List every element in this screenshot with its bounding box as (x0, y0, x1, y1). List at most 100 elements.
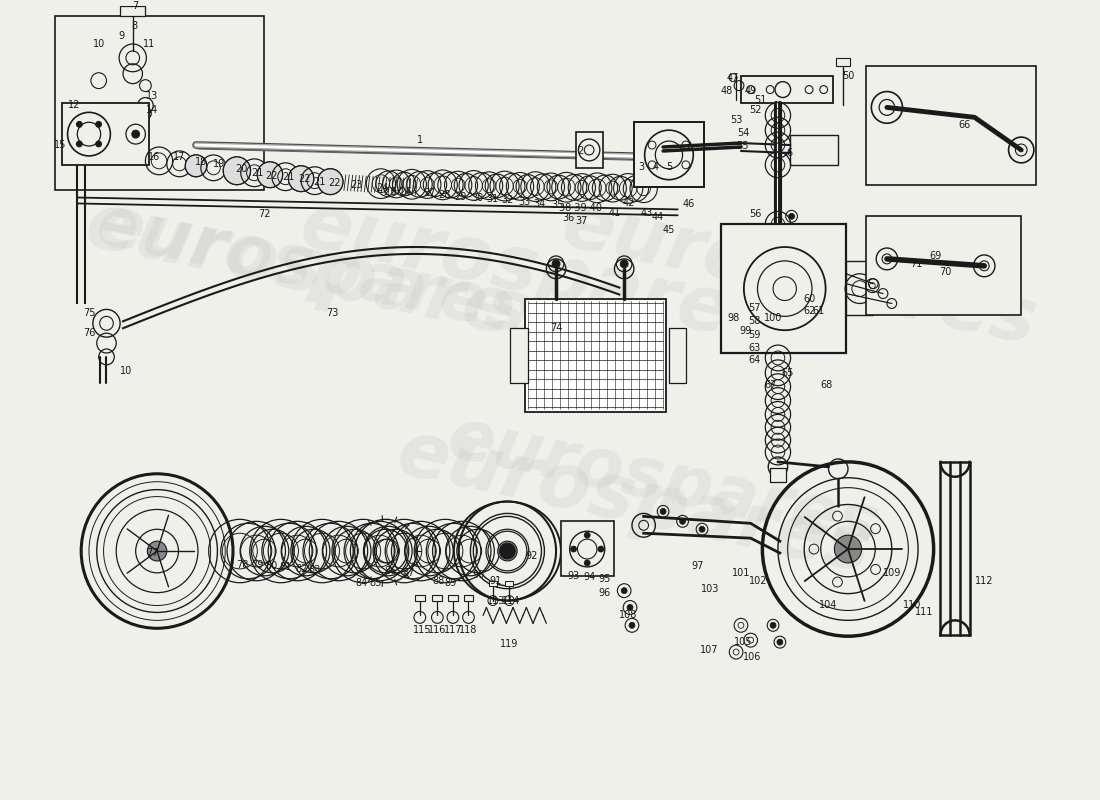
Text: 55: 55 (737, 141, 749, 151)
Text: 117: 117 (443, 626, 462, 635)
Text: 109: 109 (882, 568, 901, 578)
Text: 44: 44 (651, 212, 663, 222)
Text: 119: 119 (500, 639, 518, 649)
Circle shape (185, 155, 207, 177)
Text: 92: 92 (526, 551, 538, 561)
Text: 118: 118 (460, 626, 477, 635)
Text: 11: 11 (143, 39, 155, 49)
Text: 78: 78 (236, 560, 249, 570)
Text: 7: 7 (133, 2, 139, 11)
Circle shape (318, 169, 343, 194)
Text: 21: 21 (314, 177, 326, 186)
Text: 6: 6 (786, 148, 793, 158)
Text: 30: 30 (471, 193, 483, 202)
Text: 29: 29 (454, 191, 466, 202)
Circle shape (680, 518, 685, 524)
Text: 106: 106 (742, 652, 761, 662)
Text: 69: 69 (930, 251, 942, 261)
Bar (432, 594, 442, 601)
Text: 32: 32 (502, 195, 514, 206)
Text: 36: 36 (562, 214, 575, 223)
Text: 27: 27 (424, 187, 436, 198)
Text: 105: 105 (734, 637, 752, 647)
Text: 61: 61 (813, 306, 825, 316)
Text: 35: 35 (551, 201, 563, 210)
Text: 41: 41 (608, 208, 620, 218)
Circle shape (147, 541, 167, 561)
Text: 10: 10 (92, 39, 104, 49)
Text: 52: 52 (749, 106, 762, 115)
Circle shape (627, 605, 632, 610)
Bar (634, 122, 704, 186)
Circle shape (584, 560, 590, 566)
Text: 110: 110 (903, 599, 922, 610)
Text: eurospares: eurospares (91, 190, 535, 347)
Bar (669, 328, 686, 382)
Text: 115: 115 (412, 626, 431, 635)
Text: 21: 21 (283, 172, 295, 182)
Text: 72: 72 (257, 210, 271, 219)
Text: 18: 18 (195, 157, 207, 167)
Circle shape (770, 622, 776, 628)
Text: 96: 96 (598, 588, 611, 598)
Text: 47: 47 (727, 73, 739, 82)
Bar (510, 328, 528, 382)
Bar (836, 58, 850, 66)
Text: 68: 68 (821, 380, 833, 390)
Circle shape (660, 509, 666, 514)
Text: 3: 3 (639, 162, 645, 172)
Text: 113: 113 (486, 595, 505, 606)
Circle shape (789, 214, 794, 219)
Circle shape (499, 543, 515, 559)
Text: 53: 53 (730, 115, 743, 126)
Ellipse shape (454, 502, 561, 601)
Text: 74: 74 (550, 323, 562, 334)
Text: 66: 66 (959, 120, 971, 130)
Text: 62: 62 (803, 306, 815, 316)
Text: 111: 111 (915, 607, 933, 618)
Bar (463, 594, 473, 601)
Text: 25 26: 25 26 (384, 186, 412, 197)
Bar (120, 6, 145, 16)
Text: 20: 20 (235, 164, 248, 174)
Text: eurospares: eurospares (79, 187, 566, 360)
Text: 90: 90 (472, 570, 484, 580)
Text: 116: 116 (428, 626, 447, 635)
Text: 22: 22 (298, 174, 310, 184)
Text: 65: 65 (781, 368, 794, 378)
Bar (770, 468, 785, 482)
Text: 108: 108 (619, 610, 637, 621)
Text: 24: 24 (376, 182, 389, 193)
Text: 97: 97 (691, 561, 703, 571)
Text: 13: 13 (146, 90, 158, 101)
Bar (790, 135, 838, 165)
Text: 94: 94 (583, 572, 595, 582)
Text: eurospares: eurospares (556, 187, 1043, 360)
Text: 51: 51 (755, 95, 767, 106)
Text: 4: 4 (652, 162, 659, 172)
Text: 19: 19 (213, 159, 226, 169)
Text: 21: 21 (251, 168, 264, 178)
Bar (55, 16, 264, 190)
Text: 76: 76 (82, 328, 96, 338)
Text: 98: 98 (727, 314, 739, 323)
Text: 100: 100 (763, 314, 782, 323)
Circle shape (96, 141, 101, 147)
Text: 8: 8 (132, 21, 138, 31)
Text: eurospares: eurospares (441, 403, 886, 560)
Text: 77: 77 (146, 548, 158, 558)
Bar (62, 103, 150, 165)
Bar (561, 522, 615, 576)
Text: 67: 67 (764, 380, 777, 390)
Text: 16: 16 (148, 152, 161, 162)
Circle shape (571, 546, 576, 552)
Text: 22: 22 (266, 170, 278, 181)
Text: 15: 15 (54, 140, 66, 150)
Circle shape (132, 130, 140, 138)
Text: 99: 99 (739, 326, 752, 336)
Circle shape (835, 535, 861, 563)
Bar (415, 594, 425, 601)
Text: 85: 85 (370, 578, 382, 588)
Bar (741, 76, 834, 103)
Text: 10: 10 (120, 366, 132, 376)
